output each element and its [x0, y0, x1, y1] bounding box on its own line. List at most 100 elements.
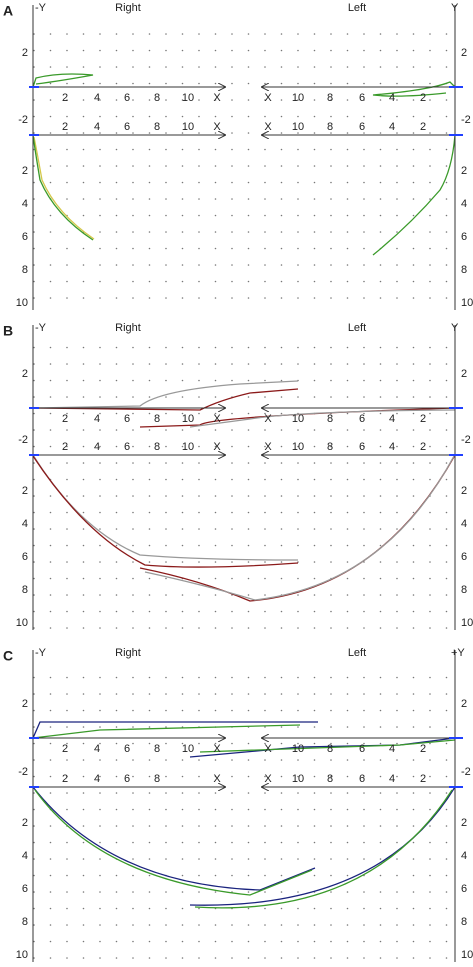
trace	[32, 388, 299, 411]
x-tick-label: 6	[359, 413, 365, 425]
y-tick-label: -2	[461, 766, 471, 778]
x-tick-label: 8	[154, 441, 160, 453]
dot-grid	[33, 22, 455, 310]
y-tick-label: 4	[461, 198, 467, 210]
x-tick-label: 6	[359, 743, 365, 755]
x-tick-label: 6	[359, 773, 365, 785]
x-tick-label: X	[264, 773, 272, 785]
y-tick-label: 8	[22, 584, 28, 596]
x-tick-label: 10	[292, 441, 304, 453]
x-tick-label: X	[264, 743, 272, 755]
trace	[33, 136, 95, 240]
dot-grid	[33, 667, 455, 962]
panel-label: B	[3, 323, 13, 339]
x-tick-label: 10	[292, 413, 304, 425]
x-tick-label: 2	[62, 441, 68, 453]
x-tick-label: 6	[124, 773, 130, 785]
y-tick-label: 8	[22, 264, 28, 276]
trace	[189, 786, 456, 906]
dot-grid	[33, 342, 455, 630]
y-tick-label: 6	[22, 883, 28, 895]
x-tick-label: 10	[182, 121, 194, 133]
x-tick-label: X	[213, 413, 221, 425]
trace	[144, 455, 455, 601]
x-tick-label: 2	[62, 92, 68, 104]
x-tick-label: 8	[327, 773, 333, 785]
x-tick-label: X	[213, 92, 221, 104]
y-tick-label: 4	[22, 518, 28, 530]
y-tick-label: 4	[22, 850, 28, 862]
y-tick-label: 10	[16, 297, 28, 309]
y-tick-label: 10	[16, 949, 28, 961]
x-tick-label: X	[264, 121, 272, 133]
y-tick-label: 6	[461, 231, 467, 243]
y-tick-label: 10	[461, 297, 473, 309]
x-tick-label: X	[213, 743, 221, 755]
x-tick-label: 10	[292, 121, 304, 133]
x-tick-label: 8	[154, 743, 160, 755]
y-tick-label: 2	[22, 368, 28, 380]
x-tick-label: 2	[62, 413, 68, 425]
x-tick-label: X	[264, 413, 272, 425]
y-tick-label: 8	[461, 916, 467, 928]
x-tick-label: 8	[327, 121, 333, 133]
x-tick-label: 8	[154, 773, 160, 785]
x-tick-label: 10	[292, 743, 304, 755]
y-axis-label: -Y	[35, 2, 47, 14]
side-title: Left	[348, 322, 366, 334]
trace	[32, 134, 94, 241]
x-tick-label: 10	[292, 773, 304, 785]
y-tick-label: -2	[461, 434, 471, 446]
x-tick-label: 4	[389, 92, 395, 104]
x-tick-label: 2	[420, 121, 426, 133]
side-title: Left	[348, 647, 366, 659]
trace	[32, 73, 94, 88]
x-tick-label: 2	[420, 743, 426, 755]
y-tick-label: 6	[22, 551, 28, 563]
y-tick-label: -2	[18, 114, 28, 126]
x-tick-label: 4	[94, 413, 100, 425]
x-tick-label: 8	[154, 121, 160, 133]
y-tick-label: 4	[461, 518, 467, 530]
x-tick-label: X	[213, 441, 221, 453]
y-tick-label: 4	[22, 198, 28, 210]
trace	[372, 81, 456, 97]
x-tick-label: 2	[62, 773, 68, 785]
x-tick-label: 10	[292, 92, 304, 104]
y-tick-label: 2	[22, 47, 28, 59]
y-tick-label: 6	[461, 551, 467, 563]
x-tick-label: 4	[389, 773, 395, 785]
trace	[189, 737, 456, 758]
y-axis-label: -Y	[35, 322, 47, 334]
y-tick-label: 10	[461, 617, 473, 629]
y-tick-label: 6	[461, 883, 467, 895]
trace	[189, 409, 456, 428]
x-tick-label: 4	[389, 121, 395, 133]
y-tick-label: 4	[461, 850, 467, 862]
y-tick-label: 2	[22, 817, 28, 829]
x-tick-label: X	[213, 121, 221, 133]
y-tick-label: 2	[461, 817, 467, 829]
x-tick-label: 2	[62, 121, 68, 133]
x-tick-label: 10	[182, 743, 194, 755]
x-tick-label: 4	[94, 743, 100, 755]
trace	[32, 786, 316, 891]
x-tick-label: 10	[182, 413, 194, 425]
x-tick-label: 10	[182, 92, 194, 104]
y-axis-label: +Y	[451, 647, 465, 659]
y-tick-label: 2	[461, 368, 467, 380]
x-tick-label: 10	[182, 441, 194, 453]
x-tick-label: X	[264, 92, 272, 104]
y-tick-label: 8	[22, 916, 28, 928]
x-tick-label: 2	[420, 413, 426, 425]
y-axis-label: -Y	[35, 647, 47, 659]
x-tick-label: 4	[389, 743, 395, 755]
y-tick-label: 8	[461, 264, 467, 276]
y-tick-label: 8	[461, 584, 467, 596]
y-tick-label: 10	[16, 617, 28, 629]
x-tick-label: 4	[94, 92, 100, 104]
x-tick-label: 8	[327, 413, 333, 425]
x-tick-label: 6	[124, 413, 130, 425]
y-tick-label: 2	[22, 165, 28, 177]
